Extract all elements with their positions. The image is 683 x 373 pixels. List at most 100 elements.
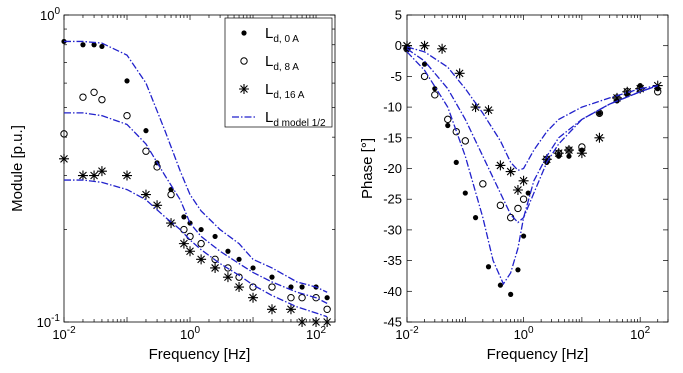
data-point bbox=[80, 42, 86, 48]
data-point bbox=[122, 170, 133, 181]
data-point bbox=[497, 282, 503, 288]
data-point bbox=[181, 214, 187, 220]
data-point bbox=[431, 91, 439, 99]
legend-box bbox=[224, 17, 333, 128]
legend-entry: Ld, 16 A bbox=[239, 81, 305, 101]
data-point bbox=[268, 283, 276, 291]
module-chart: 10-2 100 102 10-1 100 Frequency [Hz] Module [p… bbox=[9, 6, 336, 363]
data-point bbox=[576, 148, 587, 159]
data-point bbox=[269, 274, 275, 280]
data-point bbox=[311, 317, 322, 327]
y-tick-label: 100 bbox=[40, 6, 60, 23]
series-2 bbox=[59, 153, 333, 327]
data-point bbox=[186, 232, 194, 241]
phase-chart: 10-2 100 102 5 0 -5 -10 -15 -20 -25 -30 -35 -40 -45 Fr… bbox=[359, 8, 669, 363]
y-tick-label: -25 bbox=[383, 192, 402, 207]
data-point bbox=[454, 68, 465, 79]
data-point bbox=[79, 93, 87, 101]
data-point bbox=[211, 255, 219, 264]
y-tick-label: 0 bbox=[395, 38, 402, 53]
y-tick-label: -45 bbox=[383, 315, 402, 330]
data-point bbox=[485, 264, 492, 270]
data-point bbox=[525, 190, 531, 196]
x-axis-label: Frequency [Hz] bbox=[149, 346, 251, 363]
data-point bbox=[197, 239, 205, 248]
data-point bbox=[288, 284, 294, 290]
data-point bbox=[185, 246, 196, 257]
legend-label: Ld, 8 A bbox=[265, 53, 299, 73]
data-point bbox=[453, 159, 459, 165]
legend-marker bbox=[240, 57, 248, 65]
model-curve bbox=[64, 40, 328, 293]
plot-frame bbox=[63, 14, 336, 323]
data-point bbox=[99, 43, 105, 50]
data-point bbox=[483, 105, 494, 116]
legend-entry: Ld, 8 A bbox=[240, 53, 299, 73]
data-point bbox=[519, 195, 528, 203]
data-point bbox=[445, 122, 451, 129]
data-point bbox=[652, 80, 663, 91]
y-tick-label: -30 bbox=[383, 222, 402, 237]
model-curve bbox=[406, 48, 658, 224]
x-tick-label: 10-2 bbox=[52, 325, 76, 342]
series-3 bbox=[406, 46, 658, 286]
data-point bbox=[420, 72, 429, 81]
x-tick-label: 102 bbox=[306, 325, 326, 342]
y-tick-label: 10-1 bbox=[37, 313, 61, 330]
data-point bbox=[496, 201, 505, 210]
data-point bbox=[611, 92, 622, 103]
data-point bbox=[508, 291, 514, 297]
data-point bbox=[594, 132, 605, 143]
series-1 bbox=[403, 45, 662, 222]
data-point bbox=[419, 40, 430, 51]
series-3 bbox=[64, 40, 328, 318]
data-point bbox=[124, 78, 130, 84]
x-tick-label: 102 bbox=[630, 325, 650, 342]
plot-frame bbox=[406, 14, 669, 323]
data-point bbox=[287, 293, 295, 302]
data-point bbox=[236, 256, 242, 262]
data-point bbox=[59, 153, 69, 164]
legend-label: Ld model 1/2 bbox=[265, 109, 326, 129]
data-point bbox=[514, 204, 522, 213]
data-point bbox=[421, 61, 428, 67]
data-point bbox=[285, 304, 296, 315]
data-point bbox=[123, 111, 131, 120]
model-curve bbox=[64, 179, 328, 318]
legend-label: Ld, 16 A bbox=[265, 81, 305, 101]
data-point bbox=[479, 180, 487, 188]
y-tick-label: -40 bbox=[383, 284, 402, 299]
legend-entry: Ld, 0 A bbox=[241, 25, 299, 45]
data-point bbox=[452, 127, 460, 136]
y-tick-label: -15 bbox=[383, 130, 402, 145]
data-point bbox=[225, 248, 231, 254]
data-point bbox=[222, 272, 233, 283]
y-tick-label: -35 bbox=[383, 253, 402, 268]
data-point bbox=[89, 170, 100, 181]
data-point bbox=[96, 166, 107, 177]
legend: Ld, 0 A Ld, 8 A Ld, 16 A Ld model 1/2 bbox=[224, 17, 333, 129]
x-tick-label: 100 bbox=[514, 325, 534, 342]
data-point bbox=[515, 267, 521, 273]
data-point bbox=[505, 166, 516, 177]
data-point bbox=[60, 130, 68, 138]
data-point bbox=[322, 317, 333, 327]
data-point bbox=[250, 265, 256, 271]
data-point bbox=[266, 304, 277, 315]
data-point bbox=[142, 147, 150, 155]
model-curve bbox=[64, 112, 328, 304]
data-point bbox=[210, 262, 221, 273]
data-point bbox=[248, 292, 259, 303]
data-point bbox=[541, 154, 552, 165]
data-point bbox=[402, 40, 412, 51]
data-point bbox=[324, 295, 330, 301]
data-point bbox=[461, 137, 469, 145]
data-point bbox=[166, 218, 177, 229]
data-point bbox=[178, 238, 189, 249]
data-point bbox=[495, 160, 506, 171]
series-0 bbox=[404, 46, 661, 297]
y-tick-label: -20 bbox=[383, 161, 402, 176]
data-point bbox=[444, 115, 452, 124]
data-point bbox=[323, 305, 331, 313]
